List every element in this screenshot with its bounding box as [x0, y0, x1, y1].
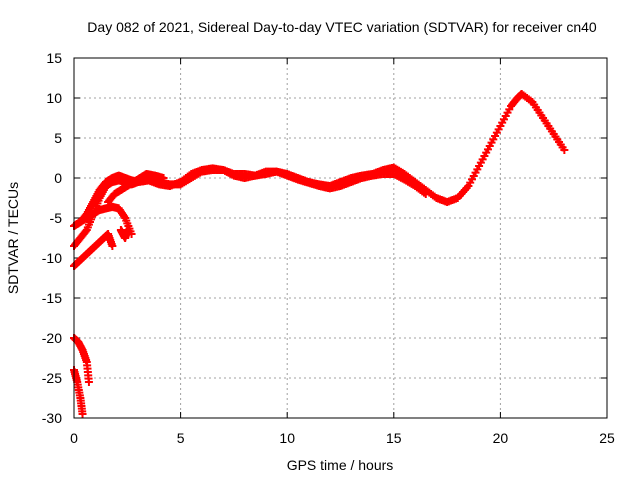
y-tick-labels: 15 10 5 0 -5 -10 -15 -20 -25 -30 [42, 50, 62, 426]
axis-ticks [73, 57, 608, 419]
series-track-d [104, 170, 168, 206]
plot-frame [73, 57, 608, 419]
y-tick-label: -30 [42, 410, 62, 426]
series-track-a [70, 90, 569, 230]
y-axis-label: SDTVAR / TECUs [5, 182, 21, 294]
y-tick-label: 5 [54, 130, 62, 146]
series-track-g [70, 334, 93, 386]
x-tick-label: 20 [493, 430, 509, 446]
y-tick-label: -20 [42, 330, 62, 346]
y-tick-label: 15 [46, 50, 62, 66]
series-track-c [70, 202, 136, 238]
x-tick-labels: 0 5 10 15 20 25 [70, 430, 615, 446]
data-point [421, 190, 430, 198]
data-point [84, 378, 93, 386]
y-tick-label: -25 [42, 370, 62, 386]
x-axis-label: GPS time / hours [287, 457, 394, 473]
data-point [120, 212, 129, 221]
series-track-h [70, 366, 87, 418]
gridlines [74, 58, 607, 418]
series-track-f [116, 226, 132, 242]
y-tick-label: -5 [50, 210, 63, 226]
data-point [159, 174, 168, 182]
x-tick-label: 5 [177, 430, 185, 446]
y-tick-label: -10 [42, 250, 62, 266]
series-track-e [70, 230, 117, 270]
x-tick-label: 25 [599, 430, 615, 446]
data-point [108, 242, 117, 250]
data-point [123, 226, 132, 234]
data-point [560, 146, 569, 154]
x-tick-label: 0 [70, 430, 78, 446]
y-tick-label: 0 [54, 170, 62, 186]
y-tick-label: -15 [42, 290, 62, 306]
x-tick-label: 10 [279, 430, 295, 446]
series-track-b [70, 164, 430, 250]
data-series [70, 90, 569, 418]
x-tick-label: 15 [386, 430, 402, 446]
chart-title: Day 082 of 2021, Sidereal Day-to-day VTE… [87, 19, 597, 35]
y-tick-label: 10 [46, 90, 62, 106]
data-point [78, 410, 87, 418]
